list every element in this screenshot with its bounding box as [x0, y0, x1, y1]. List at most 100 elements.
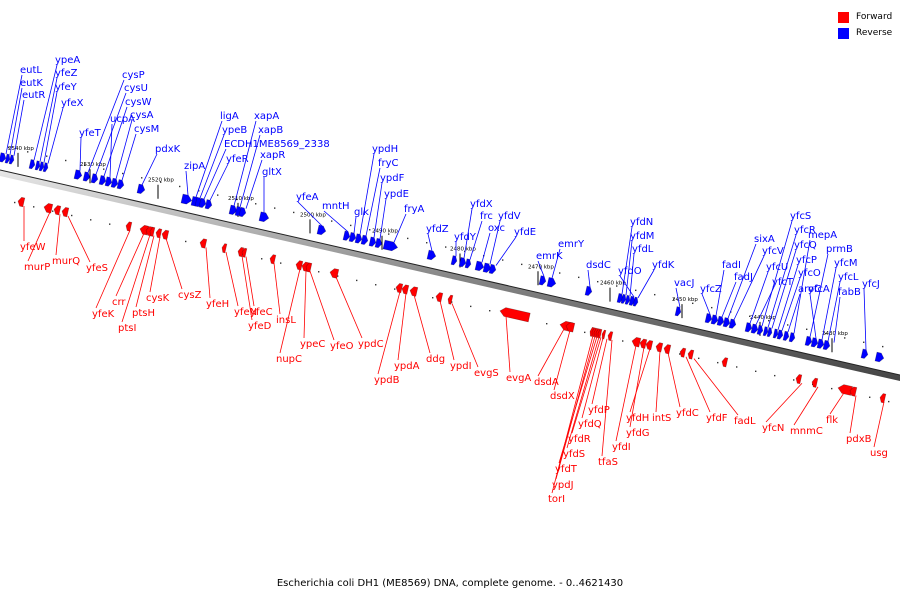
- gene-arrow-reverse: [822, 339, 831, 351]
- gene-label-forward: yfcN: [762, 423, 784, 434]
- leader-line-reverse: [87, 79, 125, 173]
- gene-label-forward: cysK: [146, 293, 170, 304]
- gene-label-reverse: ypdF: [380, 173, 405, 184]
- leader-line-reverse: [43, 91, 58, 163]
- leader-line-forward: [377, 291, 401, 375]
- guide-dot: [597, 280, 599, 283]
- reverse-swatch: [838, 27, 849, 39]
- guide-dot: [280, 262, 282, 264]
- gene-arrow-forward: [795, 374, 803, 385]
- gene-label-reverse: ypdH: [372, 144, 398, 155]
- leader-line-forward: [581, 337, 604, 419]
- gene-arrow-reverse: [776, 329, 784, 340]
- leader-line-forward: [629, 347, 645, 428]
- leader-line-forward: [685, 356, 711, 413]
- gene-label-reverse: yfcU: [766, 262, 788, 273]
- gene-label-forward: yfdS: [563, 449, 585, 460]
- tick-label: 2540 kbp: [8, 146, 34, 152]
- guide-dot: [654, 293, 656, 296]
- gene-arrow-forward: [837, 384, 854, 396]
- gene-label-reverse: yfeT: [79, 128, 102, 139]
- leader-line-forward: [765, 382, 803, 423]
- guide-dot: [502, 259, 504, 261]
- leader-line-reverse: [809, 253, 829, 338]
- leader-line-reverse: [115, 119, 133, 180]
- guide-dot: [160, 181, 162, 183]
- guide-dot: [109, 223, 111, 225]
- leader-line-forward: [149, 236, 161, 293]
- guide-dot: [679, 353, 681, 355]
- gene-label-forward: yfeK: [92, 309, 115, 320]
- gene-arrow-reverse: [766, 327, 773, 338]
- leader-line-reverse: [109, 123, 113, 178]
- leader-line-forward: [27, 211, 51, 262]
- leader-line-forward: [505, 315, 511, 373]
- leader-line-reverse: [629, 253, 635, 297]
- guide-dot: [84, 164, 86, 166]
- gene-arrow-forward: [679, 347, 687, 358]
- gene-label-reverse: aroC: [798, 284, 821, 295]
- gene-arrow-reverse: [728, 318, 737, 329]
- gene-label-reverse: yfdZ: [426, 224, 449, 235]
- tick-label: 2500 kbp: [300, 212, 326, 218]
- gene-label-forward: yfdH: [626, 413, 649, 424]
- gene-arrow-forward: [631, 337, 642, 348]
- leader-line-reverse: [245, 159, 263, 209]
- leader-line-reverse: [185, 170, 189, 196]
- guide-dot: [8, 146, 10, 149]
- gene-label-reverse: yfcJ: [862, 279, 880, 290]
- guide-dot: [546, 323, 548, 325]
- gene-arrow-reverse: [628, 295, 636, 306]
- gene-label-reverse: frc: [480, 211, 493, 222]
- gene-arrow-forward: [597, 328, 603, 339]
- leader-line-reverse: [427, 233, 433, 252]
- gene-arrow-reverse: [624, 294, 631, 305]
- leader-line-reverse: [79, 137, 82, 171]
- guide-dot: [787, 324, 789, 326]
- guide-dot: [635, 289, 637, 292]
- gene-label-reverse: fryC: [378, 158, 399, 169]
- leader-line-reverse: [469, 220, 483, 260]
- leader-line-forward: [451, 303, 479, 368]
- gene-arrow-reverse: [42, 162, 49, 173]
- leader-line-reverse: [551, 248, 561, 279]
- leader-line-forward: [591, 338, 608, 405]
- gene-label-reverse: eutL: [20, 65, 42, 76]
- leader-line-forward: [397, 292, 407, 361]
- leader-line-forward: [873, 401, 885, 448]
- gene-label-reverse: xapR: [260, 150, 285, 161]
- guide-dot: [185, 240, 187, 243]
- gene-label-reverse: sixA: [754, 234, 775, 245]
- gene-label-reverse: yfcM: [834, 258, 858, 269]
- gene-label-reverse: yfeR: [226, 154, 249, 165]
- gene-label-reverse: yfcR: [794, 225, 816, 236]
- gene-label-forward: pdxB: [846, 434, 872, 445]
- guide-dot: [692, 302, 694, 305]
- gene-label-reverse: eutK: [20, 78, 43, 89]
- leader-line-reverse: [103, 106, 128, 177]
- gene-arrow-forward: [565, 322, 576, 333]
- gene-label-reverse: yfdM: [630, 231, 654, 242]
- tick-label: 2460 kbp: [600, 281, 626, 287]
- gene-arrow-forward: [125, 221, 133, 232]
- guide-dot: [711, 306, 713, 309]
- gene-arrow-forward: [241, 247, 248, 258]
- gene-label-forward: yfdF: [706, 413, 728, 424]
- gene-arrow-reverse: [474, 260, 485, 272]
- leader-line-forward: [95, 229, 131, 309]
- gene-label-reverse: glk: [354, 207, 369, 218]
- gene-arrow-forward: [155, 228, 163, 239]
- leader-line-reverse: [33, 64, 58, 161]
- gene-arrow-reverse: [8, 154, 15, 165]
- guide-dot: [806, 328, 808, 330]
- gene-label-forward: murP: [24, 262, 50, 273]
- gene-label-reverse: xapB: [258, 125, 283, 136]
- guide-dot: [318, 271, 320, 273]
- gene-arrow-reverse: [584, 285, 593, 296]
- leader-line-forward: [571, 337, 602, 434]
- leader-line-forward: [693, 358, 739, 416]
- gene-label-reverse: yfcS: [790, 211, 811, 222]
- gene-arrow-reverse: [116, 179, 125, 190]
- gene-arrow-forward: [811, 377, 819, 388]
- gene-label-forward: yfeD: [248, 321, 272, 332]
